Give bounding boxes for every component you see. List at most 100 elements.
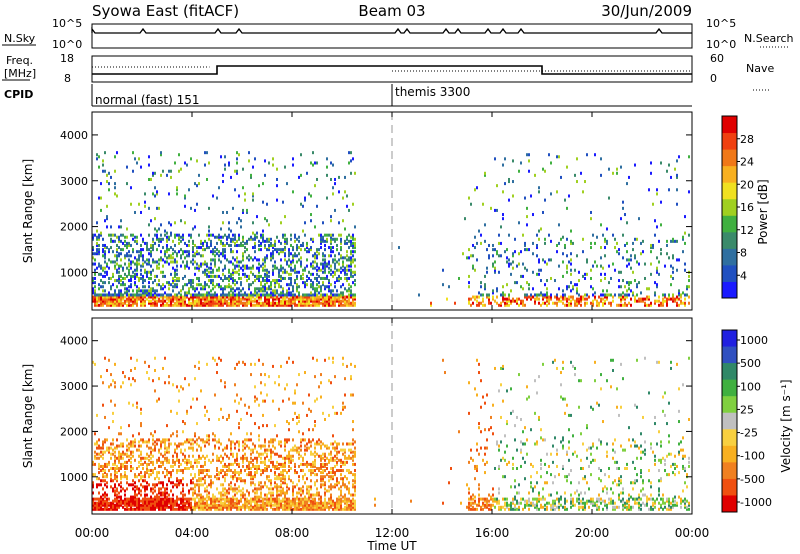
power-cell xyxy=(202,297,204,301)
power-cell xyxy=(506,297,508,301)
power-cell xyxy=(314,297,316,301)
power-cell xyxy=(136,291,138,295)
velocity-cell xyxy=(162,483,164,487)
power-cell xyxy=(260,235,262,239)
power-cell xyxy=(342,260,344,264)
power-cell xyxy=(116,254,118,258)
power-cell xyxy=(220,287,222,291)
velocity-cell xyxy=(170,497,172,501)
velocity-cell xyxy=(236,471,238,475)
velocity-cell xyxy=(228,503,230,507)
power-cell xyxy=(274,260,276,264)
power-cell xyxy=(350,270,352,274)
velocity-cell xyxy=(230,440,232,444)
power-cell xyxy=(116,297,118,301)
velocity-cell xyxy=(154,485,156,489)
power-cell xyxy=(562,297,564,301)
velocity-cell xyxy=(100,483,102,487)
velocity-cell xyxy=(298,430,300,434)
power-cell xyxy=(538,190,540,194)
velocity-cell xyxy=(152,497,154,501)
power-cell xyxy=(352,250,354,254)
power-cell xyxy=(336,243,338,247)
power-cell xyxy=(576,303,578,307)
velocity-cell xyxy=(130,469,132,473)
power-cell xyxy=(320,239,322,243)
power-cell xyxy=(496,184,498,188)
power-cell xyxy=(108,182,110,186)
power-cell xyxy=(150,276,152,280)
velocity-cell xyxy=(296,383,298,387)
power-cell xyxy=(506,299,508,303)
power-cell xyxy=(348,208,350,212)
power-cell xyxy=(208,229,210,233)
power-cell xyxy=(206,297,208,301)
power-cell xyxy=(218,254,220,258)
power-cell xyxy=(234,188,236,192)
power-cell xyxy=(136,264,138,268)
power-cell xyxy=(518,221,520,225)
power-cell xyxy=(622,256,624,260)
power-cell xyxy=(206,274,208,278)
power-cell xyxy=(514,299,516,303)
power-cell xyxy=(324,285,326,289)
velocity-cell xyxy=(236,503,238,507)
velocity-cell xyxy=(254,422,256,426)
velocity-cell xyxy=(198,473,200,477)
power-cell xyxy=(210,301,212,305)
power-cell xyxy=(128,268,130,272)
velocity-cell xyxy=(96,413,98,417)
power-cell xyxy=(320,246,322,250)
power-cell xyxy=(316,276,318,280)
power-cell xyxy=(192,258,194,262)
power-cell xyxy=(344,297,346,301)
power-cell xyxy=(684,293,686,297)
velocity-cell xyxy=(234,493,236,497)
power-cell xyxy=(248,285,250,289)
power-cell xyxy=(270,295,272,299)
power-cell xyxy=(568,194,570,198)
velocity-cell xyxy=(194,440,196,444)
power-cell xyxy=(206,299,208,303)
power-cell xyxy=(264,268,266,272)
power-cell xyxy=(208,301,210,305)
velocity-cell xyxy=(276,464,278,468)
velocity-cell xyxy=(176,477,178,481)
power-cell xyxy=(144,279,146,283)
power-cell xyxy=(264,295,266,299)
velocity-cell xyxy=(304,499,306,503)
velocity-cell xyxy=(306,491,308,495)
velocity-cell xyxy=(232,499,234,503)
velocity-cell xyxy=(224,477,226,481)
power-cell xyxy=(206,246,208,250)
velocity-cell xyxy=(242,448,244,452)
velocity-cell xyxy=(100,375,102,379)
velocity-cell xyxy=(272,440,274,444)
power-cell xyxy=(196,276,198,280)
power-cell xyxy=(124,256,126,260)
power-cell xyxy=(338,303,340,307)
velocity-cell xyxy=(184,503,186,507)
power-cell xyxy=(152,281,154,285)
velocity-cell xyxy=(258,505,260,509)
power-cell xyxy=(688,279,690,283)
power-cell xyxy=(232,287,234,291)
power-cell xyxy=(354,250,356,254)
power-cell xyxy=(228,303,230,307)
power-cell xyxy=(630,254,632,258)
power-cell xyxy=(576,301,578,305)
power-cell xyxy=(638,281,640,285)
velocity-cell xyxy=(180,462,182,466)
power-cell xyxy=(286,239,288,243)
velocity-cell xyxy=(92,505,94,509)
power-cell xyxy=(112,250,114,254)
power-cell xyxy=(324,276,326,280)
velocity-cell xyxy=(216,469,218,473)
power-cell xyxy=(208,233,210,237)
power-cell xyxy=(494,268,496,272)
power-cell xyxy=(180,303,182,307)
power-cell xyxy=(268,285,270,289)
power-cell xyxy=(212,293,214,297)
power-cell xyxy=(96,293,98,297)
power-cell xyxy=(290,268,292,272)
